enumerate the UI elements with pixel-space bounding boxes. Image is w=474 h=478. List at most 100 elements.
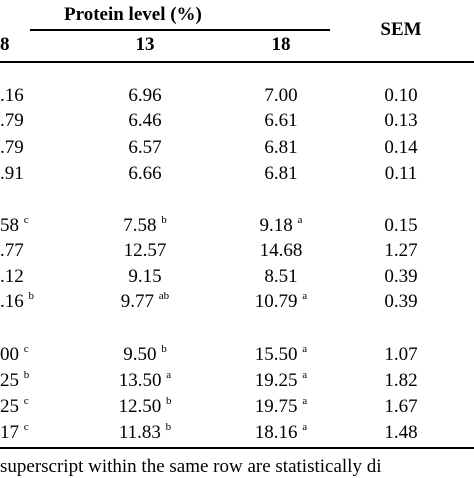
cell-protein-8: .91 [0, 163, 24, 185]
cell-value: 9.50 [123, 344, 157, 365]
cell-value: 6.96 [128, 85, 162, 106]
cell-value: 0.39 [384, 266, 418, 287]
cell-sem: 1.48 [384, 422, 417, 444]
cell-value: .79 [0, 110, 24, 131]
significance-superscript: a [302, 343, 308, 355]
cell-protein-8: .12 [0, 266, 24, 288]
significance-superscript: c [23, 395, 29, 407]
cell-value: 7.58 [123, 215, 157, 236]
significance-superscript: b [165, 421, 172, 433]
cell-protein-13: 9.15 [128, 266, 161, 288]
cell-protein-13: 6.57 [128, 137, 161, 159]
cell-protein-18: 9.18 a [260, 215, 303, 237]
cell-value: 0.10 [384, 85, 418, 106]
significance-superscript: a [302, 369, 308, 381]
cell-protein-8: .79 [0, 110, 24, 132]
cell-value: 11.83 [118, 422, 161, 443]
header-bottom-rule [0, 61, 474, 63]
significance-superscript: a [302, 395, 308, 407]
significance-superscript: c [23, 343, 29, 355]
cell-protein-18: 10.79 a [255, 291, 307, 313]
cell-protein-8: .79 [0, 137, 24, 159]
cell-protein-13: 6.96 [128, 85, 161, 107]
cell-protein-18: 7.00 [264, 85, 297, 107]
cell-protein-13: 7.58 b [123, 215, 167, 237]
significance-superscript: b [161, 343, 167, 355]
cell-protein-18: 14.68 [260, 240, 303, 262]
cell-value: 1.27 [384, 240, 418, 261]
cell-value: 0.11 [384, 163, 418, 184]
cell-protein-13: 11.83 b [119, 422, 171, 444]
significance-superscript: a [297, 214, 303, 226]
cell-protein-8: 58 c [0, 215, 29, 237]
cell-value: 1.67 [384, 396, 418, 417]
cell-value: .77 [0, 240, 24, 261]
cell-sem: 0.11 [385, 163, 418, 185]
cell-value: 7.00 [264, 85, 298, 106]
cell-value: 6.57 [128, 137, 162, 158]
cell-value: 25 [0, 370, 19, 391]
significance-superscript: b [28, 290, 35, 302]
cell-sem: 0.15 [384, 215, 417, 237]
cell-value: .16 [0, 85, 24, 106]
cell-value: 14.68 [259, 240, 303, 261]
cell-sem: 1.27 [384, 240, 417, 262]
significance-superscript: c [23, 421, 29, 433]
cell-protein-8: .16 b [0, 291, 34, 313]
cell-sem: 0.39 [384, 291, 417, 313]
cell-value: 9.15 [128, 266, 162, 287]
cell-value: 1.07 [384, 344, 418, 365]
cell-value: 1.48 [384, 422, 418, 443]
cell-value: 13.50 [118, 370, 162, 391]
column-header-18: 18 [271, 34, 291, 55]
cell-value: 19.25 [254, 370, 298, 391]
cell-protein-13: 9.77 ab [121, 291, 169, 313]
cell-value: 15.50 [254, 344, 298, 365]
cell-protein-8: 25 b [0, 370, 29, 392]
cell-protein-13: 13.50 a [119, 370, 171, 392]
cell-protein-8: 25 c [0, 396, 29, 418]
cell-value: 6.81 [264, 163, 298, 184]
cell-sem: 0.14 [384, 137, 417, 159]
group-header-rule [30, 29, 330, 31]
cell-protein-13: 6.66 [128, 163, 161, 185]
cell-protein-18: 6.61 [264, 110, 297, 132]
cell-value: .91 [0, 163, 24, 184]
cell-value: 0.13 [384, 110, 418, 131]
significance-superscript: a [166, 369, 172, 381]
significance-superscript: c [23, 214, 29, 226]
significance-superscript: b [23, 369, 30, 381]
significance-superscript: b [166, 395, 172, 407]
cell-protein-18: 6.81 [264, 137, 297, 159]
cell-protein-18: 15.50 a [255, 344, 307, 366]
cell-sem: 0.39 [384, 266, 417, 288]
cell-protein-8: 17 c [0, 422, 29, 444]
cell-protein-8: .77 [0, 240, 24, 262]
cell-value: 6.81 [264, 137, 298, 158]
cell-protein-18: 19.25 a [255, 370, 307, 392]
significance-superscript: a [302, 421, 308, 433]
cell-value: 9.77 [120, 291, 155, 312]
cell-value: .79 [0, 137, 24, 158]
cell-value: 58 [0, 215, 19, 236]
cell-value: 00 [0, 344, 19, 365]
cell-protein-13: 12.50 b [119, 396, 172, 418]
cell-value: 6.66 [128, 163, 162, 184]
cell-value: 17 [0, 422, 19, 443]
cell-value: 0.39 [384, 291, 418, 312]
cell-value: 0.15 [384, 215, 418, 236]
column-header-sem: SEM [380, 19, 422, 40]
cell-protein-18: 8.51 [264, 266, 297, 288]
group-header: Protein level (%) [64, 4, 202, 25]
cell-value: 1.82 [384, 370, 418, 391]
column-header-13: 13 [135, 34, 155, 55]
cell-sem: 1.07 [384, 344, 417, 366]
significance-superscript: ab [158, 290, 170, 302]
cell-value: 18.16 [254, 422, 298, 443]
cell-sem: 1.82 [384, 370, 417, 392]
cell-value: 0.14 [384, 137, 418, 158]
cell-protein-18: 18.16 a [255, 422, 307, 444]
cell-protein-18: 19.75 a [255, 396, 307, 418]
cell-value: 12.57 [123, 240, 167, 261]
cell-value: 6.46 [128, 110, 162, 131]
